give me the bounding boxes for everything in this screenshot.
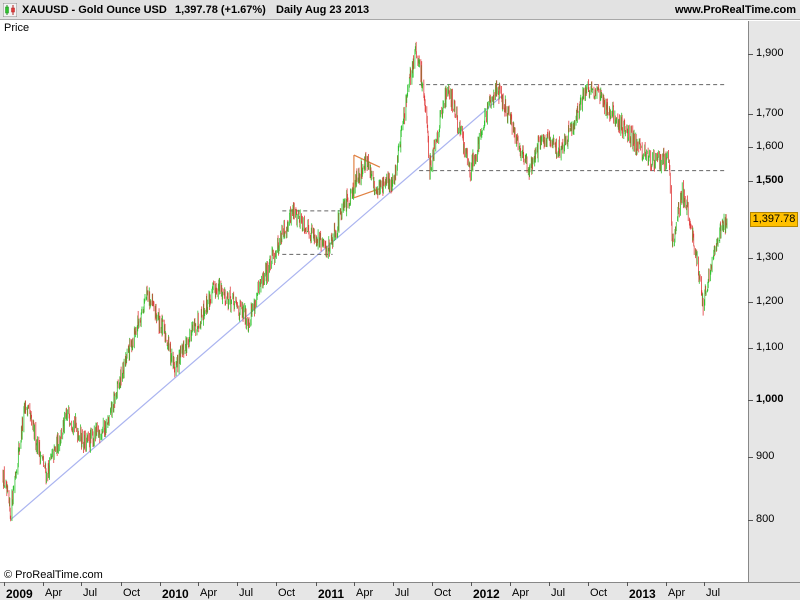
copyright-text: © ProRealTime.com [4,569,103,581]
x-axis-label: 2009 [6,587,33,601]
y-axis-label: 1,600 [756,139,784,152]
x-axis-tick [471,582,472,586]
y-axis-label: 1,000 [756,392,784,405]
x-axis-label: Jul [395,587,410,599]
x-axis-label: 2011 [318,587,345,601]
x-axis-label: Jul [83,587,98,599]
x-axis-label: 2012 [473,587,500,601]
x-axis-label: Jul [551,587,566,599]
x-axis-tick [237,582,238,586]
last-price-change: 1,397.78 (+1.67%) [175,4,266,16]
x-axis-label: Apr [45,587,63,599]
y-axis-label: 1,200 [756,294,784,307]
candlestick-chart[interactable] [0,21,748,582]
x-axis-label: Oct [278,587,296,599]
x-axis-tick [81,582,82,586]
y-axis-tick [748,113,753,115]
x-axis-tick [121,582,122,586]
x-axis-tick [160,582,161,586]
x-axis-label: Oct [590,587,608,599]
site-link[interactable]: www.ProRealTime.com [674,4,796,16]
y-axis-tick [748,54,753,55]
y-axis-tick [748,301,753,303]
y-axis-tick [748,258,753,260]
price-panel-label: Price [4,22,30,34]
x-axis-tick [198,582,199,586]
x-axis-label: Jul [706,587,721,599]
price-axis[interactable] [748,21,800,582]
date-axis[interactable] [0,582,800,600]
y-axis-label: 800 [756,513,775,525]
x-axis-label: Apr [356,587,374,599]
x-axis-tick [393,582,394,586]
chart-header: XAUUSD - Gold Ounce USD 1,397.78 (+1.67%… [0,0,800,20]
x-axis-label: 2010 [162,587,189,601]
x-axis-tick [432,582,433,586]
x-axis-tick [4,582,5,586]
y-axis-tick [748,456,753,458]
x-axis-tick [354,582,355,586]
x-axis-tick [627,582,628,586]
y-axis-label: 1,700 [756,106,784,119]
symbol-title: XAUUSD - Gold Ounce USD [22,4,167,16]
x-axis-tick [549,582,550,586]
triangle-lower-line [353,188,381,199]
y-axis-label: 1,300 [756,251,784,264]
x-axis-tick [276,582,277,586]
y-axis-label: 900 [756,449,775,462]
x-axis-tick [704,582,705,586]
x-axis-label: Oct [123,587,141,599]
x-axis-tick [510,582,511,586]
last-price-tag: 1,397.78 [750,212,798,228]
y-axis-tick [748,146,753,148]
y-axis-label: 1,900 [756,47,784,59]
x-axis-label: Jul [239,587,254,599]
x-axis-label: Apr [668,587,686,599]
x-axis-label: Apr [512,587,530,599]
y-axis-label: 1,500 [756,174,784,187]
support-trendline [9,94,504,521]
candlestick-logo-icon [3,3,17,17]
x-axis-label: 2013 [629,587,656,601]
x-axis-tick [588,582,589,586]
x-axis-label: Apr [200,587,218,599]
y-axis-tick [748,520,753,521]
x-axis-tick [43,582,44,586]
timeframe-date: Daily Aug 23 2013 [276,4,370,16]
x-axis-tick [316,582,317,586]
y-axis-tick [748,399,753,401]
price-chart-area[interactable] [0,21,748,582]
x-axis-label: Oct [434,587,452,599]
x-axis-tick [666,582,667,586]
y-axis-tick [748,181,753,183]
y-axis-label: 1,100 [756,341,784,354]
y-axis-tick [748,348,753,350]
